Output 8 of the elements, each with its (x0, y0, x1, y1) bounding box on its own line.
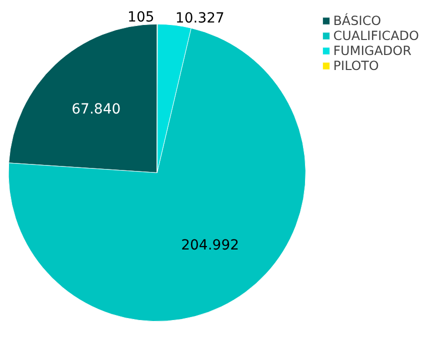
data-label: 67.840 (72, 101, 121, 118)
data-label: 204.992 (181, 238, 240, 254)
data-label: 10.327 (175, 10, 224, 26)
legend-label: PILOTO (333, 58, 379, 73)
legend-label: FUMIGADOR (333, 43, 412, 58)
legend-label: BÁSICO (333, 13, 382, 28)
legend-label: CUALIFICADO (333, 28, 419, 43)
data-label: 105 (128, 9, 154, 26)
